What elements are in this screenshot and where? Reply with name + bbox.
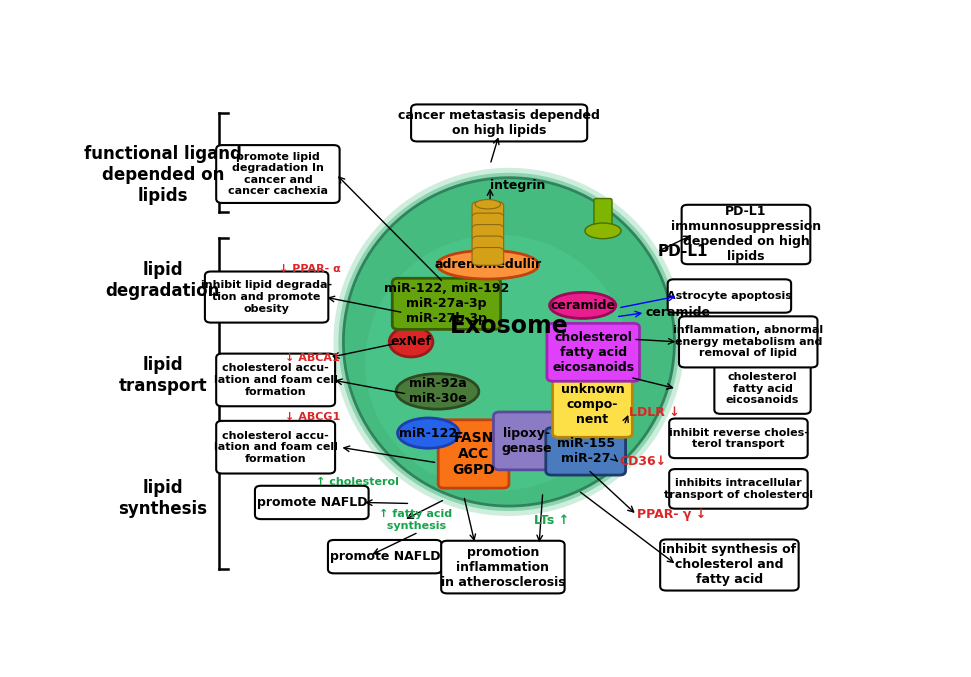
Text: PD-L1
immunnosuppression
depended on high
lipids: PD-L1 immunnosuppression depended on hig…: [671, 206, 821, 263]
Text: lipid
synthesis: lipid synthesis: [118, 479, 207, 518]
Ellipse shape: [475, 200, 501, 209]
FancyBboxPatch shape: [472, 236, 504, 254]
Text: exNef: exNef: [390, 335, 431, 349]
FancyBboxPatch shape: [392, 278, 501, 330]
FancyBboxPatch shape: [546, 428, 625, 475]
FancyBboxPatch shape: [669, 418, 808, 458]
Text: inhibit lipid degrada-
tion and promote
obesity: inhibit lipid degrada- tion and promote …: [201, 280, 332, 313]
Text: miR-122: miR-122: [399, 427, 457, 439]
Text: functional ligand
depended on
lipids: functional ligand depended on lipids: [84, 146, 242, 205]
Text: ↓ PPAR- α: ↓ PPAR- α: [280, 264, 341, 274]
Text: ↑ cholesterol: ↑ cholesterol: [316, 477, 398, 487]
Text: FASN
ACC
G6PD: FASN ACC G6PD: [452, 431, 495, 477]
FancyBboxPatch shape: [328, 540, 442, 573]
FancyBboxPatch shape: [660, 540, 799, 590]
Ellipse shape: [585, 223, 621, 239]
Text: cholesterol
fatty acid
eicosanoids: cholesterol fatty acid eicosanoids: [552, 331, 634, 374]
Text: inhibits intracellular
transport of cholesterol: inhibits intracellular transport of chol…: [664, 478, 813, 500]
Text: inflammation, abnormal
energy metabolism and
removal of lipid: inflammation, abnormal energy metabolism…: [673, 325, 823, 359]
Text: integrin: integrin: [490, 179, 546, 192]
Text: ↓ ABCA1: ↓ ABCA1: [285, 353, 340, 362]
FancyBboxPatch shape: [472, 248, 504, 265]
Text: miR-155
miR-27: miR-155 miR-27: [556, 437, 615, 465]
FancyBboxPatch shape: [472, 202, 504, 219]
Text: LDLR ↓: LDLR ↓: [629, 406, 680, 419]
FancyBboxPatch shape: [552, 372, 632, 437]
Text: promotion
inflammation
in atherosclerosis: promotion inflammation in atherosclerosi…: [441, 546, 565, 588]
Text: cancer metastasis depended
on high lipids: cancer metastasis depended on high lipid…: [398, 109, 600, 137]
FancyBboxPatch shape: [472, 225, 504, 242]
FancyBboxPatch shape: [472, 213, 504, 231]
FancyBboxPatch shape: [679, 316, 818, 368]
Text: inhibit synthesis of
cholesterol and
fatty acid: inhibit synthesis of cholesterol and fat…: [662, 544, 796, 586]
FancyBboxPatch shape: [438, 420, 509, 488]
Text: promote NAFLD: promote NAFLD: [256, 496, 367, 509]
Text: miR-122, miR-192
miR-27a-3p
miR-27b-3p: miR-122, miR-192 miR-27a-3p miR-27b-3p: [384, 282, 509, 326]
Text: lipoxy-
genase: lipoxy- genase: [502, 427, 552, 455]
FancyBboxPatch shape: [682, 204, 811, 264]
FancyBboxPatch shape: [547, 324, 640, 381]
FancyBboxPatch shape: [493, 412, 560, 470]
Text: ↑ fatty acid
  synthesis: ↑ fatty acid synthesis: [379, 509, 452, 531]
Text: cholesterol accu-
lation and foam cell
formation: cholesterol accu- lation and foam cell f…: [214, 431, 338, 464]
Ellipse shape: [389, 327, 433, 357]
Text: promote lipid
degradation In
cancer and
cancer cachexia: promote lipid degradation In cancer and …: [228, 152, 328, 196]
Text: Astrocyte apoptosis: Astrocyte apoptosis: [667, 291, 792, 301]
Ellipse shape: [550, 292, 616, 318]
FancyBboxPatch shape: [669, 469, 808, 508]
Text: cholesterol accu-
lation and foam cell
formation: cholesterol accu- lation and foam cell f…: [214, 364, 338, 397]
Ellipse shape: [397, 418, 459, 448]
Text: CD36↓: CD36↓: [619, 455, 667, 468]
Ellipse shape: [344, 177, 675, 506]
Text: PPAR- γ ↓: PPAR- γ ↓: [637, 508, 706, 521]
FancyBboxPatch shape: [441, 541, 564, 594]
FancyBboxPatch shape: [205, 271, 328, 323]
Text: Exosome: Exosome: [450, 314, 568, 338]
Ellipse shape: [339, 173, 680, 511]
FancyBboxPatch shape: [217, 353, 335, 406]
FancyBboxPatch shape: [217, 145, 340, 203]
Text: ↓ ABCG1: ↓ ABCG1: [285, 412, 341, 422]
FancyBboxPatch shape: [668, 280, 791, 313]
Text: ceramide: ceramide: [645, 306, 710, 319]
Text: lipid
transport: lipid transport: [118, 356, 207, 395]
FancyBboxPatch shape: [594, 198, 612, 230]
Ellipse shape: [365, 235, 630, 491]
Ellipse shape: [333, 168, 685, 516]
Text: adrenomedullir: adrenomedullir: [434, 258, 542, 271]
Text: inhibit reverse choles-
terol transport: inhibit reverse choles- terol transport: [668, 427, 809, 449]
Text: unknown
compo-
nent: unknown compo- nent: [560, 383, 624, 426]
Text: promote NAFLD: promote NAFLD: [329, 550, 440, 563]
Ellipse shape: [437, 250, 539, 279]
FancyBboxPatch shape: [217, 421, 335, 473]
Text: lipid
degradation: lipid degradation: [106, 261, 220, 300]
Text: miR-92a
miR-30e: miR-92a miR-30e: [409, 377, 466, 406]
Ellipse shape: [396, 374, 479, 409]
FancyBboxPatch shape: [715, 364, 811, 414]
Text: ceramide: ceramide: [551, 299, 616, 312]
Text: PD-L1: PD-L1: [657, 244, 708, 259]
FancyBboxPatch shape: [411, 104, 587, 141]
Text: LTs ↑: LTs ↑: [534, 514, 569, 527]
FancyBboxPatch shape: [255, 486, 369, 519]
Text: cholesterol
fatty acid
eicosanoids: cholesterol fatty acid eicosanoids: [726, 372, 799, 406]
